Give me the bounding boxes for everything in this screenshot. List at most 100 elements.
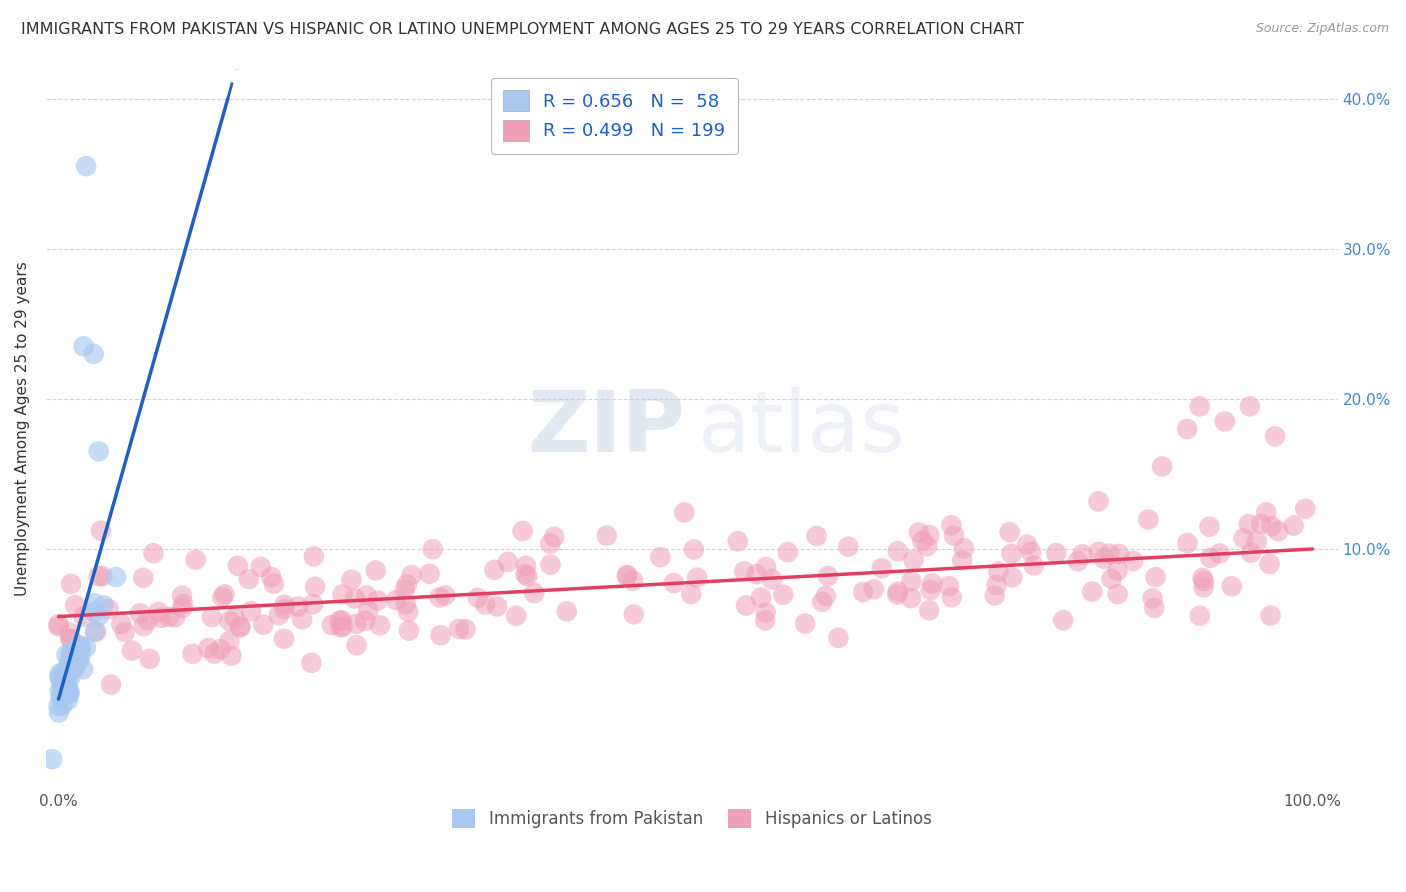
Point bbox=[1022, 558, 1045, 573]
Point bbox=[62, 655, 84, 669]
Point bbox=[51, 690, 73, 704]
Point bbox=[58, 625, 80, 640]
Point bbox=[67, 638, 90, 652]
Point bbox=[516, 569, 538, 583]
Point bbox=[59, 632, 82, 647]
Point bbox=[273, 602, 295, 616]
Point bbox=[238, 572, 260, 586]
Point bbox=[474, 598, 496, 612]
Point bbox=[1192, 581, 1215, 595]
Point bbox=[1188, 400, 1211, 414]
Point bbox=[53, 665, 76, 679]
Text: IMMIGRANTS FROM PAKISTAN VS HISPANIC OR LATINO UNEMPLOYMENT AMONG AGES 25 TO 29 : IMMIGRANTS FROM PAKISTAN VS HISPANIC OR … bbox=[21, 22, 1024, 37]
Point bbox=[60, 644, 83, 658]
Point bbox=[623, 607, 645, 622]
Point bbox=[58, 682, 80, 697]
Point bbox=[56, 685, 79, 699]
Point bbox=[60, 646, 83, 660]
Point bbox=[1108, 547, 1130, 561]
Point bbox=[837, 540, 859, 554]
Point bbox=[273, 632, 295, 646]
Point bbox=[1092, 551, 1115, 566]
Point bbox=[814, 589, 837, 603]
Point bbox=[114, 624, 136, 639]
Point bbox=[447, 622, 470, 636]
Point bbox=[1017, 538, 1039, 552]
Point bbox=[329, 614, 352, 628]
Point bbox=[515, 558, 537, 573]
Point bbox=[273, 598, 295, 612]
Point bbox=[681, 587, 703, 601]
Point bbox=[1294, 501, 1316, 516]
Point bbox=[55, 678, 77, 692]
Point bbox=[66, 648, 89, 662]
Point bbox=[776, 545, 799, 559]
Point bbox=[221, 648, 243, 663]
Point bbox=[1239, 400, 1261, 414]
Point bbox=[418, 566, 440, 581]
Point bbox=[900, 591, 922, 606]
Point bbox=[538, 558, 561, 572]
Point bbox=[986, 578, 1008, 592]
Point bbox=[83, 624, 105, 639]
Point bbox=[60, 632, 83, 646]
Point bbox=[59, 671, 82, 685]
Point bbox=[184, 552, 207, 566]
Point bbox=[51, 682, 73, 697]
Point bbox=[1213, 414, 1236, 428]
Point bbox=[67, 654, 90, 668]
Point bbox=[138, 652, 160, 666]
Point bbox=[911, 533, 934, 548]
Legend: Immigrants from Pakistan, Hispanics or Latinos: Immigrants from Pakistan, Hispanics or L… bbox=[446, 803, 938, 835]
Point bbox=[163, 610, 186, 624]
Point bbox=[59, 685, 82, 699]
Point bbox=[852, 585, 875, 599]
Point bbox=[422, 542, 444, 557]
Point bbox=[395, 577, 418, 591]
Point bbox=[486, 599, 509, 614]
Point bbox=[63, 658, 86, 673]
Point bbox=[59, 649, 82, 664]
Point bbox=[48, 617, 70, 632]
Point bbox=[59, 577, 82, 591]
Point bbox=[395, 598, 418, 612]
Point bbox=[93, 599, 115, 613]
Point bbox=[263, 576, 285, 591]
Point bbox=[229, 621, 252, 635]
Point bbox=[1001, 570, 1024, 584]
Point bbox=[226, 558, 249, 573]
Point bbox=[48, 706, 70, 720]
Point bbox=[984, 589, 1007, 603]
Point bbox=[921, 576, 943, 591]
Point bbox=[385, 593, 408, 607]
Point bbox=[429, 628, 451, 642]
Point bbox=[302, 597, 325, 611]
Point bbox=[1071, 547, 1094, 561]
Point bbox=[224, 611, 246, 625]
Point bbox=[886, 588, 908, 602]
Point bbox=[291, 612, 314, 626]
Point bbox=[58, 687, 80, 701]
Point bbox=[662, 576, 685, 591]
Point bbox=[1191, 571, 1213, 585]
Point bbox=[100, 677, 122, 691]
Text: Source: ZipAtlas.com: Source: ZipAtlas.com bbox=[1256, 22, 1389, 36]
Point bbox=[749, 591, 772, 605]
Point bbox=[197, 640, 219, 655]
Point bbox=[401, 568, 423, 582]
Point bbox=[72, 339, 94, 353]
Point bbox=[900, 574, 922, 589]
Point bbox=[761, 572, 783, 586]
Point bbox=[59, 664, 82, 678]
Point bbox=[83, 347, 105, 361]
Point bbox=[321, 618, 343, 632]
Point bbox=[1264, 429, 1286, 443]
Point bbox=[41, 752, 63, 766]
Point bbox=[56, 670, 79, 684]
Point bbox=[110, 617, 132, 632]
Point bbox=[1081, 584, 1104, 599]
Point bbox=[56, 672, 79, 686]
Point bbox=[512, 524, 534, 538]
Point bbox=[48, 619, 70, 633]
Point bbox=[887, 544, 910, 558]
